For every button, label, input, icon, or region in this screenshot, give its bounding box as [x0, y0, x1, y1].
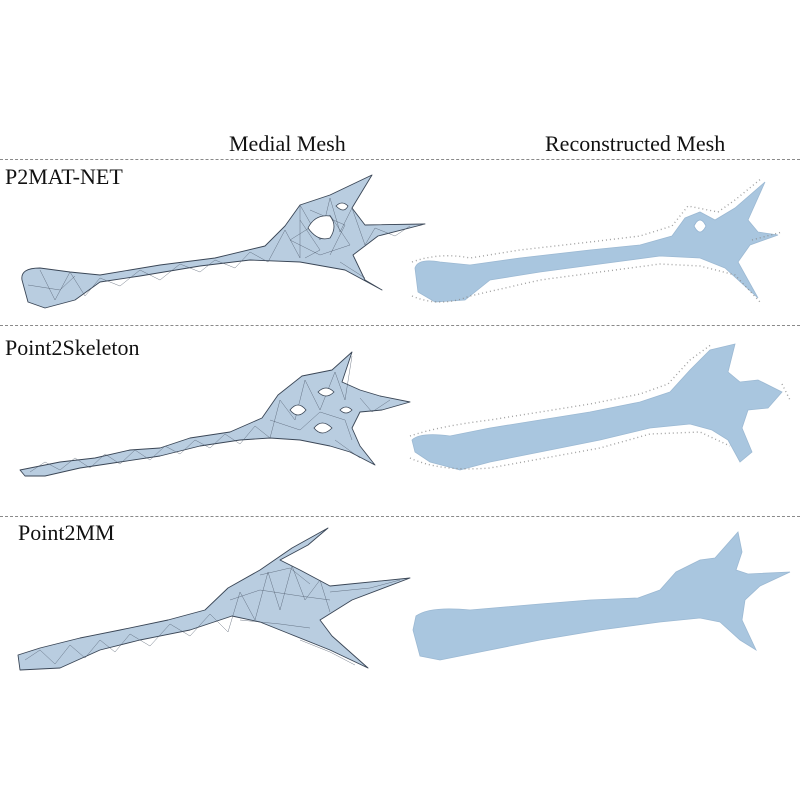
medial-mesh-point2mm	[17, 527, 411, 671]
row-label-p2mat-net: P2MAT-NET	[5, 164, 123, 189]
row-label-point2mm: Point2MM	[18, 520, 115, 545]
column-header-medial-mesh: Medial Mesh	[229, 131, 346, 156]
medial-mesh-p2mat-net	[21, 174, 426, 309]
medial-mesh-point2skeleton	[19, 351, 411, 477]
reconstructed-mesh-point2mm	[412, 531, 791, 661]
row-label-point2skeleton: Point2Skeleton	[5, 335, 140, 360]
row-separator	[0, 159, 800, 160]
reconstructed-mesh-point2skeleton	[409, 343, 791, 471]
reconstructed-mesh-p2mat-net	[411, 177, 783, 303]
row-separator	[0, 516, 800, 517]
row-separator	[0, 325, 800, 326]
column-header-reconstructed-mesh: Reconstructed Mesh	[545, 131, 726, 156]
